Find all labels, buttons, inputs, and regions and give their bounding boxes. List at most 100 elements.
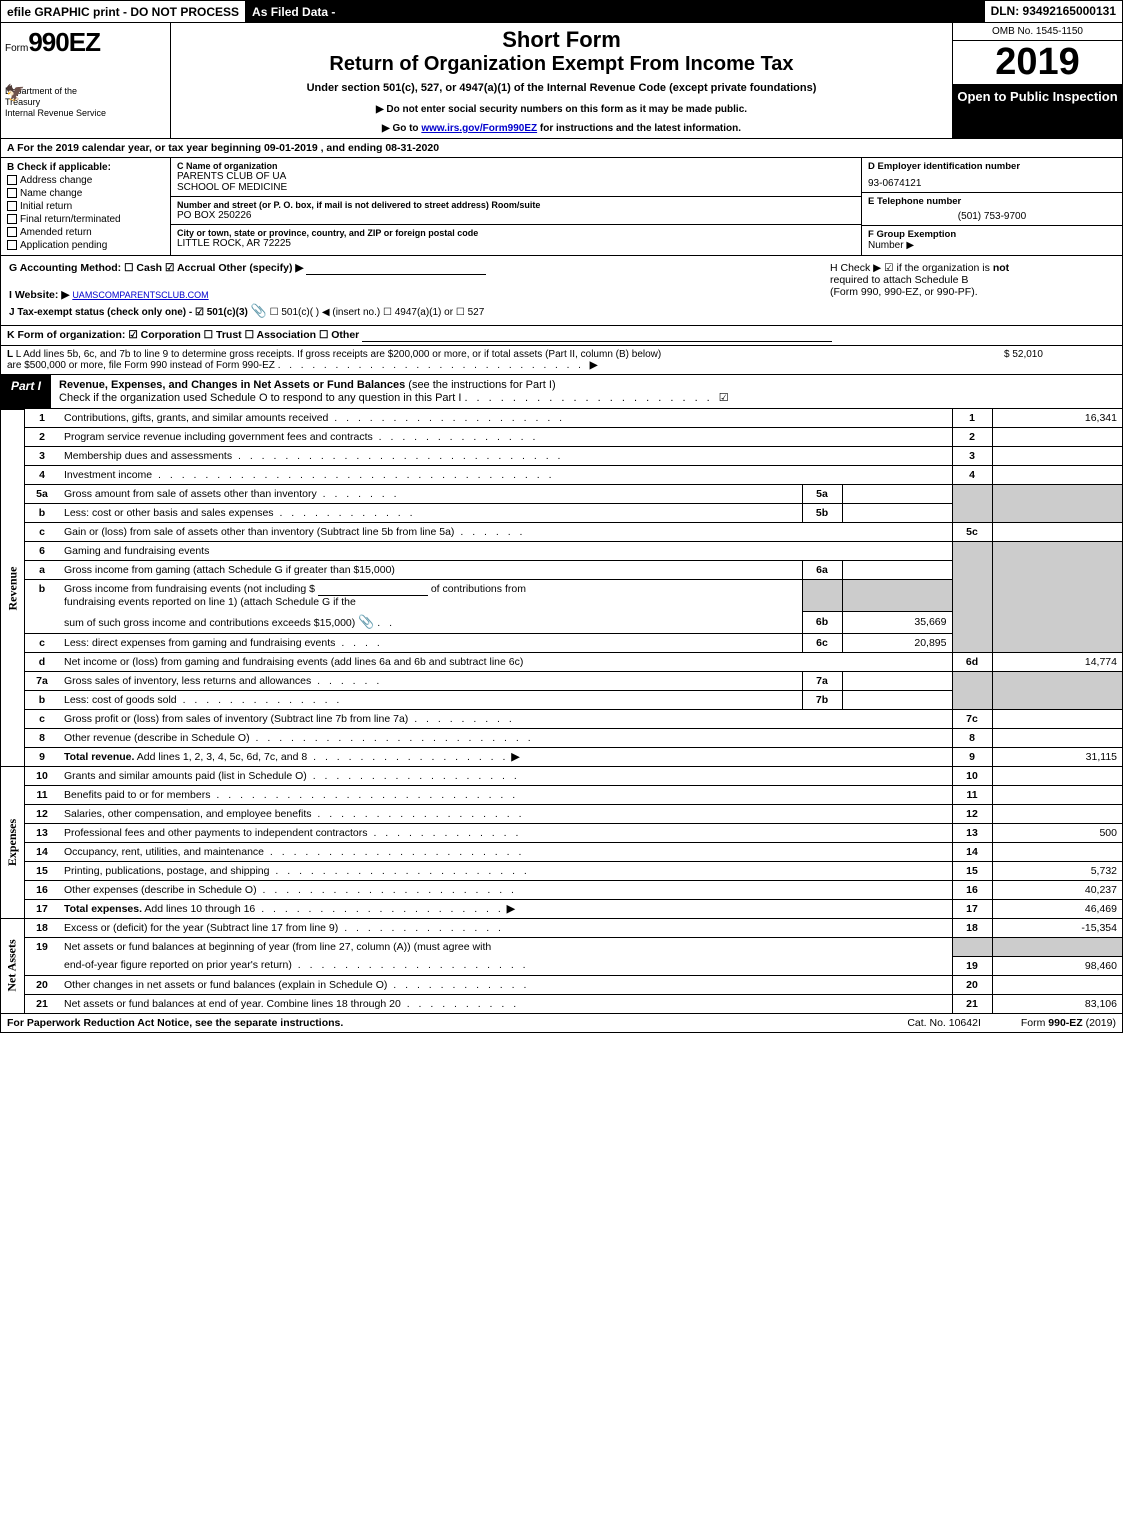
l9-arrow: ▶	[511, 751, 519, 763]
irs-link[interactable]: www.irs.gov/Form990EZ	[421, 123, 537, 134]
l4-rno: 4	[952, 466, 992, 485]
l7b-mno: 7b	[802, 691, 842, 710]
netassets-table: 18 Excess or (deficit) for the year (Sub…	[25, 918, 1122, 1013]
l13-rno: 13	[952, 824, 992, 843]
l6b-desc-post: of contributions from	[431, 583, 526, 595]
l6b-mno: 6b	[802, 611, 842, 634]
open-to-public: Open to Public Inspection	[953, 85, 1122, 138]
l9-desc-cell: Total revenue. Add lines 1, 2, 3, 4, 5c,…	[59, 748, 952, 767]
l21-dots: . . . . . . . . . .	[401, 998, 519, 1010]
l1-ramt: 16,341	[992, 409, 1122, 428]
l6c-desc-cell: Less: direct expenses from gaming and fu…	[59, 634, 802, 653]
expenses-table: 10 Grants and similar amounts paid (list…	[25, 766, 1122, 918]
l14-desc: Occupancy, rent, utilities, and maintena…	[64, 846, 264, 858]
l12-desc: Salaries, other compensation, and employ…	[64, 808, 311, 820]
c-name-row: C Name of organization PARENTS CLUB OF U…	[171, 158, 861, 197]
col-c: C Name of organization PARENTS CLUB OF U…	[171, 158, 862, 255]
l5c-desc: Gain or (loss) from sale of assets other…	[64, 526, 454, 538]
l4-ramt	[992, 466, 1122, 485]
c-name-label: C Name of organization	[177, 161, 855, 171]
l7c-ramt	[992, 710, 1122, 729]
col-def: D Employer identification number 93-0674…	[862, 158, 1122, 255]
line-13: 13 Professional fees and other payments …	[25, 824, 1122, 843]
line-8: 8 Other revenue (describe in Schedule O)…	[25, 729, 1122, 748]
l6c-mamt: 20,895	[842, 634, 952, 653]
chk-final-return[interactable]: Final return/terminated	[7, 214, 164, 225]
l6d-rno: 6d	[952, 653, 992, 672]
l7c-rno: 7c	[952, 710, 992, 729]
netassets-side-label: Net Assets	[1, 918, 25, 1013]
l5a-no: 5a	[25, 485, 59, 504]
l5c-no: c	[25, 523, 59, 542]
l19-rno: 19	[952, 956, 992, 975]
l4-desc-cell: Investment income . . . . . . . . . . . …	[59, 466, 952, 485]
chk-label-3: Final return/terminated	[20, 214, 121, 225]
footer-right-pre: Form	[1021, 1017, 1048, 1029]
l10-ramt	[992, 767, 1122, 786]
l7b-desc: Less: cost of goods sold	[64, 694, 177, 706]
l16-desc-cell: Other expenses (describe in Schedule O) …	[59, 881, 952, 900]
i-label: I Website: ▶	[9, 289, 69, 301]
l21-desc-cell: Net assets or fund balances at end of ye…	[59, 994, 952, 1013]
l7b-no: b	[25, 691, 59, 710]
irs-seal-icon: 🦅	[5, 83, 25, 103]
l18-ramt: -15,354	[992, 919, 1122, 938]
l11-desc: Benefits paid to or for members	[64, 789, 210, 801]
l15-desc-cell: Printing, publications, postage, and shi…	[59, 862, 952, 881]
line-4: 4 Investment income . . . . . . . . . . …	[25, 466, 1122, 485]
col-b: B Check if applicable: Address change Na…	[1, 158, 171, 255]
gh-row: G Accounting Method: ☐ Cash ☑ Accrual Ot…	[1, 256, 1122, 326]
netassets-body: 18 Excess or (deficit) for the year (Sub…	[25, 918, 1122, 1013]
subtitle: Under section 501(c), 527, or 4947(a)(1)…	[179, 82, 944, 94]
l5c-dots: . . . . . .	[454, 526, 525, 538]
f-group-row: F Group Exemption Number ▶	[862, 226, 1122, 254]
revenue-block: Revenue 1 Contributions, gifts, grants, …	[1, 409, 1122, 766]
l6b-shade-1	[802, 580, 842, 612]
h-l3: (Form 990, 990-EZ, or 990-PF).	[830, 286, 1114, 298]
l6b-blank	[318, 583, 428, 596]
l5ab-shade-amt	[992, 485, 1122, 523]
chk-amended-return[interactable]: Amended return	[7, 227, 164, 238]
l-arrow: ▶	[590, 360, 598, 371]
website-link[interactable]: UAMSCOMPARENTSCLUB.COM	[72, 290, 208, 300]
line-18: 18 Excess or (deficit) for the year (Sub…	[25, 919, 1122, 938]
l10-no: 10	[25, 767, 59, 786]
chk-address-change[interactable]: Address change	[7, 175, 164, 186]
l14-no: 14	[25, 843, 59, 862]
line-7c: c Gross profit or (loss) from sales of i…	[25, 710, 1122, 729]
l-text: L L Add lines 5b, 6c, and 7b to line 9 t…	[7, 349, 996, 371]
l13-dots: . . . . . . . . . . . . .	[368, 827, 522, 839]
chk-name-change[interactable]: Name change	[7, 188, 164, 199]
h-l2: required to attach Schedule B	[830, 274, 1114, 286]
l7b-dots: . . . . . . . . . . . . . .	[177, 694, 343, 706]
l2-desc: Program service revenue including govern…	[64, 431, 373, 443]
l17-ramt: 46,469	[992, 900, 1122, 919]
chk-initial-return[interactable]: Initial return	[7, 201, 164, 212]
part1-title-main: Revenue, Expenses, and Changes in Net As…	[59, 379, 405, 391]
short-form-title: Short Form	[179, 27, 944, 53]
stamp-icon-2: 📎	[358, 614, 374, 629]
line-16: 16 Other expenses (describe in Schedule …	[25, 881, 1122, 900]
revenue-body: 1 Contributions, gifts, grants, and simi…	[25, 409, 1122, 766]
l18-desc: Excess or (deficit) for the year (Subtra…	[64, 922, 338, 934]
l9-desc2: Add lines 1, 2, 3, 4, 5c, 6d, 7c, and 8	[134, 751, 307, 763]
l10-desc-cell: Grants and similar amounts paid (list in…	[59, 767, 952, 786]
l8-dots: . . . . . . . . . . . . . . . . . . . . …	[250, 732, 534, 744]
l5a-dots: . . . . . . .	[317, 488, 400, 500]
l7b-mamt	[842, 691, 952, 710]
l6c-dots: . . . .	[335, 637, 382, 649]
l11-desc-cell: Benefits paid to or for members . . . . …	[59, 786, 952, 805]
g-blank	[306, 262, 486, 275]
l3-ramt	[992, 447, 1122, 466]
netassets-block: Net Assets 18 Excess or (deficit) for th…	[1, 918, 1122, 1014]
l5b-dots: . . . . . . . . . . . .	[274, 507, 416, 519]
chk-application-pending[interactable]: Application pending	[7, 240, 164, 251]
l6-desc: Gaming and fundraising events	[59, 542, 952, 561]
form-page: efile GRAPHIC print - DO NOT PROCESS As …	[0, 0, 1123, 1033]
l19-no: 19	[25, 938, 59, 976]
line-6: 6 Gaming and fundraising events	[25, 542, 1122, 561]
l7a-dots: . . . . . .	[311, 675, 382, 687]
l6b-mamt: 35,669	[842, 611, 952, 634]
l19-desc2: end-of-year figure reported on prior yea…	[64, 959, 292, 971]
l6-shade-no	[952, 542, 992, 653]
